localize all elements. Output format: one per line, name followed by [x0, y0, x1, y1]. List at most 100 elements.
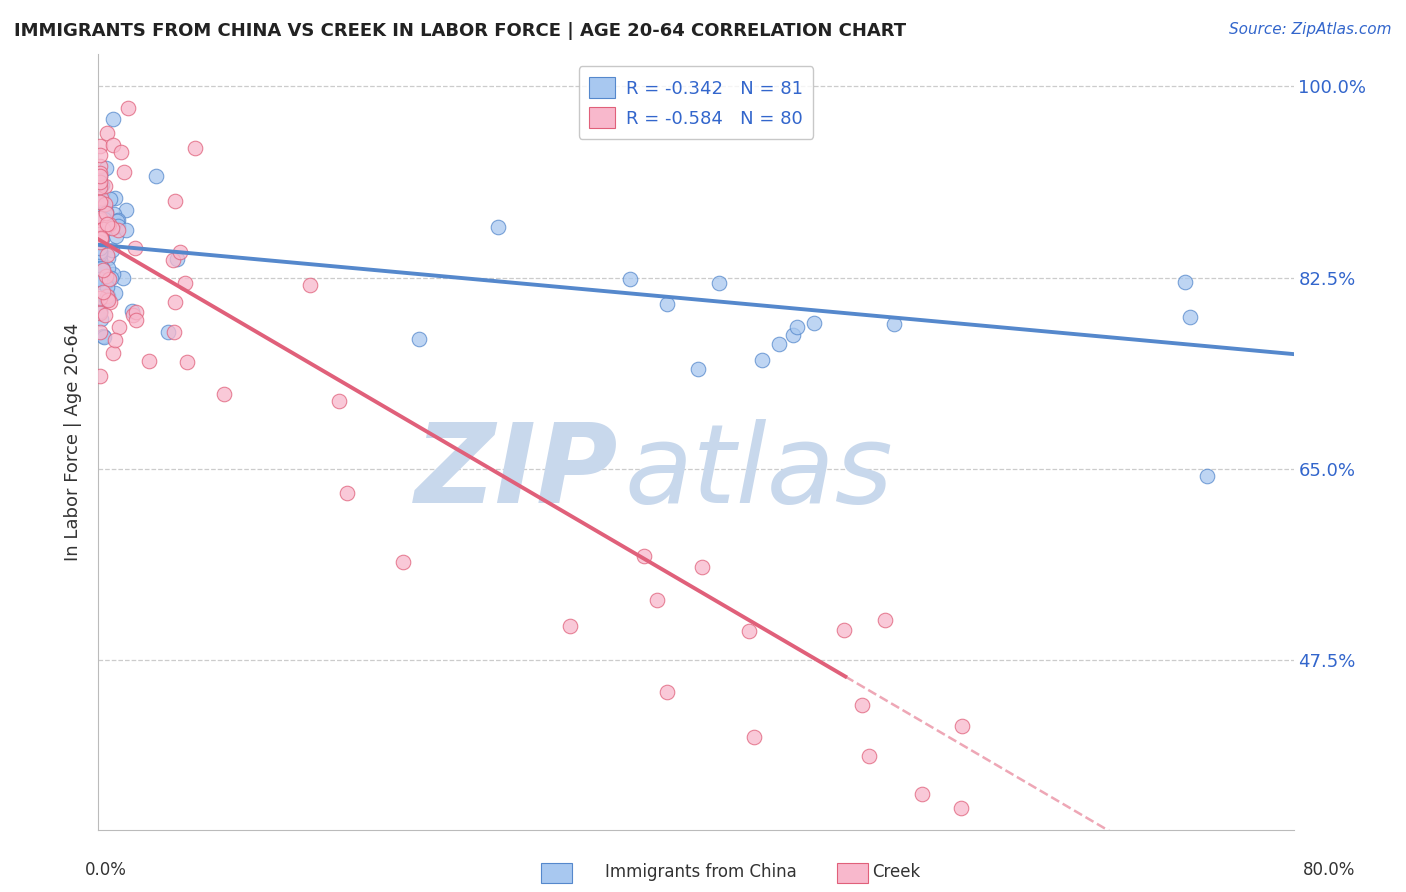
Point — [647, 593, 669, 607]
Point — [108, 320, 131, 334]
Point — [91, 260, 114, 275]
Point — [101, 346, 124, 360]
Point — [96, 126, 118, 140]
Legend: R = -0.342   N = 81, R = -0.584   N = 80: R = -0.342 N = 81, R = -0.584 N = 80 — [579, 66, 813, 139]
Point — [94, 197, 117, 211]
Point — [883, 318, 905, 332]
Point — [89, 166, 111, 180]
Point — [391, 555, 413, 569]
Point — [117, 101, 139, 115]
Point — [782, 327, 804, 342]
Point — [107, 219, 129, 234]
Point — [124, 241, 146, 255]
Point — [90, 311, 112, 326]
Point — [163, 294, 186, 309]
Point — [803, 316, 825, 330]
Point — [486, 219, 509, 234]
Point — [89, 214, 111, 228]
Point — [115, 223, 138, 237]
Point — [89, 212, 111, 227]
Point — [107, 222, 129, 236]
Point — [738, 624, 761, 639]
Point — [91, 285, 114, 299]
Point — [96, 217, 118, 231]
Point — [110, 145, 132, 159]
Point — [93, 205, 115, 219]
Point — [122, 308, 145, 322]
Point — [93, 330, 115, 344]
Point — [96, 161, 118, 176]
Point — [101, 243, 124, 257]
Point — [89, 223, 111, 237]
Point — [166, 252, 188, 266]
Text: 80.0%: 80.0% — [1302, 861, 1355, 879]
Text: ZIP: ZIP — [415, 419, 619, 526]
Point — [96, 268, 118, 283]
Point — [91, 178, 114, 192]
Point — [90, 190, 112, 204]
Point — [89, 305, 111, 319]
Point — [89, 326, 111, 340]
Point — [104, 191, 127, 205]
Point — [910, 787, 932, 801]
Point — [89, 200, 111, 214]
Point — [707, 276, 730, 290]
Point — [89, 231, 111, 245]
Point — [97, 289, 120, 303]
Point — [103, 333, 125, 347]
Point — [93, 263, 115, 277]
Point — [89, 214, 111, 228]
Point — [105, 214, 128, 228]
Point — [98, 271, 121, 285]
Point — [94, 214, 117, 228]
Point — [89, 229, 111, 244]
Point — [112, 271, 135, 285]
Point — [89, 244, 111, 259]
Point — [751, 353, 773, 368]
Point — [98, 192, 121, 206]
Point — [100, 271, 122, 285]
Point — [89, 303, 111, 318]
Text: Source: ZipAtlas.com: Source: ZipAtlas.com — [1229, 22, 1392, 37]
Point — [96, 280, 118, 294]
Point — [89, 159, 111, 173]
Point — [89, 179, 111, 194]
Point — [125, 305, 148, 319]
Text: Creek: Creek — [872, 863, 920, 881]
Point — [89, 241, 111, 255]
Point — [89, 228, 111, 243]
Point — [91, 194, 114, 209]
Point — [89, 235, 111, 249]
Point — [89, 231, 111, 245]
Point — [950, 718, 973, 732]
Point — [96, 205, 118, 219]
Point — [328, 394, 350, 409]
Point — [89, 148, 111, 162]
Point — [298, 278, 321, 293]
Point — [103, 138, 125, 153]
Point — [558, 619, 581, 633]
Point — [89, 245, 111, 260]
Point — [90, 275, 112, 289]
Point — [97, 220, 120, 235]
Point — [91, 203, 114, 218]
Point — [89, 201, 111, 215]
Point — [89, 252, 111, 267]
Point — [156, 325, 179, 339]
Point — [104, 285, 127, 300]
Text: Immigrants from China: Immigrants from China — [605, 863, 796, 881]
Point — [105, 229, 128, 244]
Point — [949, 800, 972, 814]
Point — [768, 337, 790, 351]
Y-axis label: In Labor Force | Age 20-64: In Labor Force | Age 20-64 — [65, 322, 83, 561]
Point — [125, 312, 148, 326]
Point — [91, 199, 114, 213]
Point — [1197, 468, 1219, 483]
Point — [686, 362, 709, 376]
Point — [89, 175, 111, 189]
Point — [786, 319, 808, 334]
Point — [619, 272, 641, 286]
Point — [89, 169, 111, 183]
Point — [112, 165, 135, 179]
Point — [89, 227, 111, 241]
